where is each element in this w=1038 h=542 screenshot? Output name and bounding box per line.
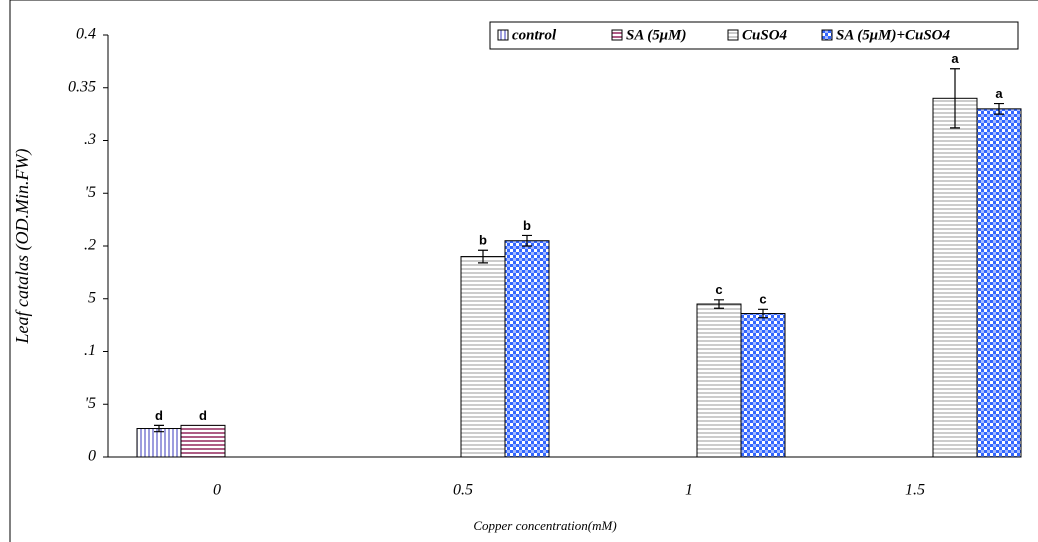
y-tick-label: 0.4	[76, 26, 96, 43]
error-bar	[714, 299, 724, 309]
legend-swatch	[821, 29, 833, 41]
error-bar	[758, 308, 768, 319]
y-tick-label: 0.35	[68, 78, 96, 95]
x-tick-label: 1.5	[905, 482, 925, 499]
legend-swatch	[727, 29, 739, 41]
y-axis-label: Leaf catalas (OD.Min.FW)	[12, 149, 33, 345]
significance-letter: d	[199, 408, 207, 423]
bar	[180, 424, 226, 458]
legend-label: SA (5μM)+CuSO4	[836, 27, 951, 43]
significance-letter: c	[715, 282, 722, 297]
y-tick-label: .3	[84, 131, 96, 148]
legend-swatch	[497, 29, 509, 41]
bar	[740, 313, 786, 458]
bar	[696, 303, 742, 458]
x-tick-label: 1	[685, 482, 693, 499]
significance-letter: a	[995, 86, 1003, 101]
legend-label: control	[512, 27, 557, 43]
y-tick-label: '5	[85, 184, 96, 201]
error-bar	[950, 68, 960, 129]
significance-letter: b	[479, 233, 487, 248]
bar	[460, 256, 506, 458]
bar	[136, 428, 182, 458]
legend-box	[489, 21, 1019, 50]
error-bar	[478, 249, 488, 264]
x-tick-label: 0.5	[453, 482, 473, 499]
significance-letter: c	[759, 292, 766, 307]
error-bar	[154, 424, 164, 433]
y-tick-label: 0	[88, 448, 96, 465]
x-tick-label: 0	[213, 482, 221, 499]
legend-swatch	[611, 29, 623, 41]
y-tick-label: .1	[84, 342, 96, 359]
y-tick-label: .2	[84, 237, 96, 254]
significance-letter: d	[155, 408, 163, 423]
legend-label: SA (5μM)	[626, 27, 686, 43]
x-axis-label: Copper concentration(mM)	[473, 518, 616, 533]
significance-letter: b	[523, 218, 531, 233]
significance-letter: a	[951, 51, 959, 66]
error-bar	[994, 102, 1004, 115]
bar	[504, 240, 550, 458]
bar	[976, 108, 1022, 458]
error-bar	[522, 234, 532, 247]
chart-frame	[9, 0, 1038, 542]
y-tick-label: '5	[85, 395, 96, 412]
bar	[932, 97, 978, 458]
legend: control SA (5μM) CuSO4 SA (5μM)+CuSO4	[489, 21, 1019, 50]
y-tick-label: 5	[88, 289, 96, 306]
legend-label: CuSO4	[742, 27, 788, 43]
